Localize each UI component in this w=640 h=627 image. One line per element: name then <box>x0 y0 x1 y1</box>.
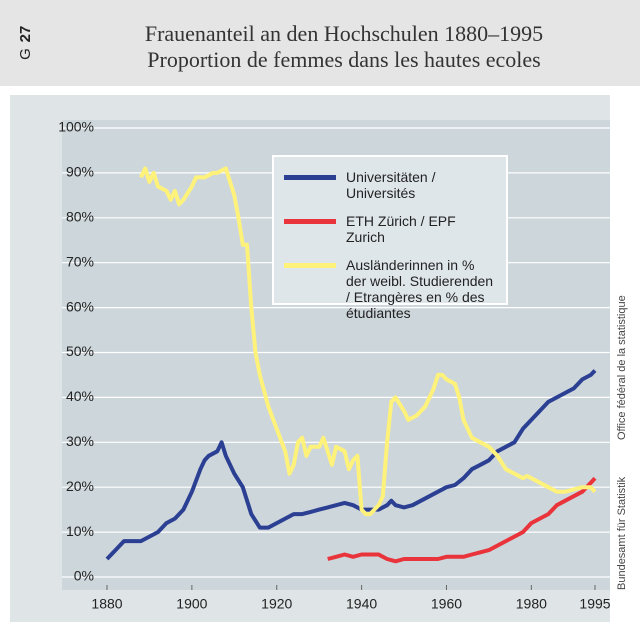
x-tick-label: 1995 <box>579 596 610 612</box>
legend-item: Ausländerinnen in % der weibl. Studieren… <box>284 257 496 321</box>
legend-label: Universitäten / Universités <box>346 169 436 201</box>
x-tick-label: 1940 <box>346 596 377 612</box>
y-tick-label: 30% <box>66 433 94 449</box>
y-tick-label: 40% <box>66 388 94 404</box>
figure-number: 27 <box>17 26 34 43</box>
source-de: Bundesamt für Statistik <box>616 476 628 590</box>
y-tick-label: 70% <box>66 253 94 269</box>
y-tick-label: 90% <box>66 164 94 180</box>
x-tick-label: 1900 <box>176 596 207 612</box>
legend-swatch <box>284 175 336 180</box>
chart-subtitle: Proportion de femmes dans les hautes eco… <box>147 47 540 72</box>
y-tick-label: 20% <box>66 478 94 494</box>
legend-swatch <box>284 219 336 224</box>
y-tick-label: 50% <box>66 343 94 359</box>
series-line <box>105 369 597 561</box>
x-tick-label: 1980 <box>516 596 547 612</box>
series-line <box>139 166 597 517</box>
legend-item: Universitäten / Universités <box>284 169 496 201</box>
legend-label: ETH Zürich / EPF Zurich <box>346 213 456 245</box>
y-tick-label: 80% <box>66 209 94 225</box>
figure-code: G 27 <box>17 26 34 60</box>
chart-title: Frauenanteil an den Hochschulen 1880–199… <box>145 21 543 46</box>
legend-item: ETH Zürich / EPF Zurich <box>284 213 496 245</box>
legend-swatch <box>284 263 336 268</box>
x-tick-label: 1880 <box>91 596 122 612</box>
legend-label: Ausländerinnen in % der weibl. Studieren… <box>346 257 494 321</box>
source-fr: Office fédéral de la statistique <box>616 295 628 440</box>
legend: Universitäten / Universités ETH Zürich / … <box>272 155 508 321</box>
y-tick-label: 10% <box>66 523 94 539</box>
figure-label: G <box>17 48 34 60</box>
header-band <box>0 0 640 86</box>
y-tick-label: 60% <box>66 298 94 314</box>
x-tick-label: 1960 <box>431 596 462 612</box>
y-tick-label: 0% <box>74 568 94 584</box>
series-line <box>327 476 597 564</box>
x-tick-label: 1920 <box>261 596 292 612</box>
y-tick-label: 100% <box>58 119 94 135</box>
